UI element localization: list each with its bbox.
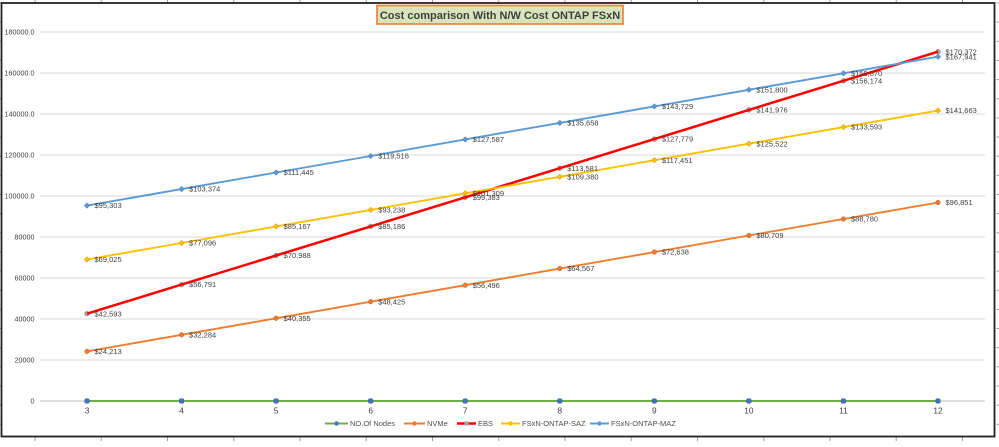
- svg-text:$141,976: $141,976: [756, 106, 787, 115]
- svg-text:NO.Of Nodes: NO.Of Nodes: [350, 419, 395, 428]
- svg-text:$127,587: $127,587: [473, 135, 504, 144]
- svg-text:$127,779: $127,779: [662, 135, 693, 144]
- svg-text:$72,638: $72,638: [662, 248, 689, 257]
- svg-text:12: 12: [933, 406, 943, 416]
- svg-text:$96,851: $96,851: [946, 198, 973, 207]
- svg-text:$103,374: $103,374: [189, 185, 220, 194]
- svg-text:$48,425: $48,425: [378, 297, 405, 306]
- svg-text:80000: 80000: [15, 232, 35, 241]
- svg-text:$143,729: $143,729: [662, 102, 693, 111]
- svg-text:$85,167: $85,167: [284, 222, 311, 231]
- svg-text:3: 3: [85, 406, 90, 416]
- svg-text:$99,383: $99,383: [473, 193, 500, 202]
- svg-text:$109,380: $109,380: [567, 172, 598, 181]
- svg-text:100000.0: 100000.0: [5, 191, 35, 200]
- svg-text:NVMe: NVMe: [427, 419, 448, 428]
- svg-text:$113,581: $113,581: [567, 164, 598, 173]
- svg-text:60000: 60000: [15, 273, 35, 282]
- svg-text:20000: 20000: [15, 355, 35, 364]
- svg-text:11: 11: [839, 406, 848, 416]
- svg-text:FSxN-ONTAP-SAZ: FSxN-ONTAP-SAZ: [522, 419, 586, 428]
- svg-text:$141,663: $141,663: [946, 106, 977, 115]
- svg-text:140000.0: 140000.0: [5, 109, 35, 118]
- svg-text:$40,355: $40,355: [284, 314, 311, 323]
- svg-text:40000: 40000: [15, 314, 35, 323]
- svg-text:0: 0: [31, 396, 35, 405]
- svg-text:$117,451: $117,451: [662, 156, 693, 165]
- svg-text:$56,496: $56,496: [473, 281, 500, 290]
- svg-text:$170,372: $170,372: [946, 47, 977, 56]
- svg-text:10: 10: [744, 406, 754, 416]
- svg-text:$159,870: $159,870: [851, 69, 882, 78]
- svg-text:$56,791: $56,791: [189, 280, 216, 289]
- svg-text:$156,174: $156,174: [851, 76, 882, 85]
- svg-text:160000.0: 160000.0: [5, 68, 35, 77]
- svg-text:$125,522: $125,522: [756, 139, 787, 148]
- svg-text:$69,025: $69,025: [95, 255, 122, 264]
- svg-text:$24,213: $24,213: [95, 347, 122, 356]
- svg-text:$95,303: $95,303: [95, 201, 122, 210]
- svg-text:$77,096: $77,096: [189, 239, 216, 248]
- svg-text:$101,309: $101,309: [473, 189, 504, 198]
- svg-text:6: 6: [368, 406, 373, 416]
- svg-text:EBS: EBS: [478, 419, 493, 428]
- svg-text:$111,445: $111,445: [284, 168, 314, 177]
- svg-text:5: 5: [274, 406, 279, 416]
- svg-text:$32,284: $32,284: [189, 330, 216, 339]
- svg-text:$85,186: $85,186: [378, 222, 405, 231]
- svg-text:$64,567: $64,567: [567, 264, 594, 273]
- svg-text:4: 4: [179, 406, 184, 416]
- svg-text:$135,658: $135,658: [567, 119, 598, 128]
- svg-text:180000.0: 180000.0: [5, 27, 35, 36]
- svg-text:$133,593: $133,593: [851, 123, 882, 132]
- svg-text:120000.0: 120000.0: [5, 150, 35, 159]
- svg-text:8: 8: [557, 406, 562, 416]
- svg-text:$151,800: $151,800: [756, 85, 787, 94]
- svg-text:$119,516: $119,516: [378, 152, 409, 161]
- svg-text:Cost comparison With N/W Cost: Cost comparison With N/W Cost ONTAP FSxN: [380, 10, 620, 22]
- svg-text:FSxN-ONTAP-MAZ: FSxN-ONTAP-MAZ: [611, 419, 676, 428]
- svg-text:$88,780: $88,780: [851, 215, 878, 224]
- svg-text:$167,941: $167,941: [946, 52, 977, 61]
- svg-text:9: 9: [652, 406, 657, 416]
- svg-text:7: 7: [463, 406, 468, 416]
- svg-text:$93,238: $93,238: [378, 206, 405, 215]
- svg-text:$80,709: $80,709: [756, 231, 783, 240]
- svg-text:$70,988: $70,988: [284, 251, 311, 260]
- svg-text:$42,593: $42,593: [95, 309, 122, 318]
